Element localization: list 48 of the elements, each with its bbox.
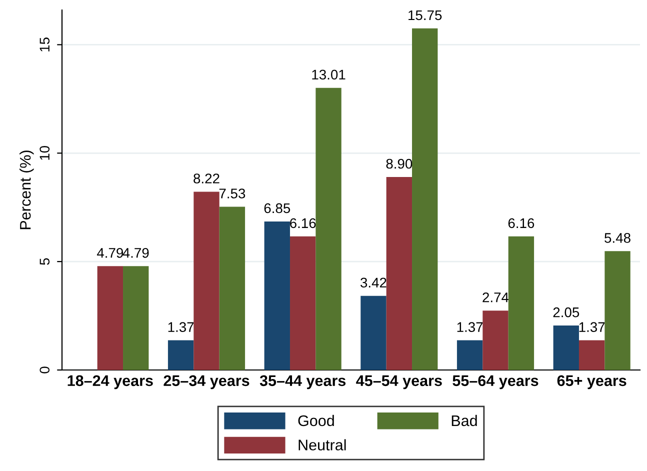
bar xyxy=(290,236,316,370)
bar xyxy=(508,236,534,370)
data-label: 3.42 xyxy=(360,278,386,288)
data-label: 15.75 xyxy=(408,10,442,20)
data-label: 2.05 xyxy=(553,307,580,318)
data-label: 8.22 xyxy=(194,174,220,184)
x-tick-label: 18–24 years xyxy=(68,375,153,390)
data-label: 1.37 xyxy=(168,322,194,332)
y-tick-label: 5 xyxy=(40,258,50,265)
bar xyxy=(168,340,194,370)
data-label: 7.53 xyxy=(219,188,246,198)
data-label: 4.79 xyxy=(96,248,124,258)
x-tick-label: 65+ years xyxy=(557,375,626,390)
y-axis-title: Percent (%) xyxy=(20,150,34,230)
legend-label: Neutral xyxy=(298,439,346,450)
data-label: 6.16 xyxy=(290,218,316,228)
bar xyxy=(97,266,124,370)
data-label: 5.48 xyxy=(604,233,630,243)
bar xyxy=(456,340,483,370)
x-tick-label: 25–34 years xyxy=(164,375,250,390)
data-label: 13.01 xyxy=(312,70,346,80)
bar xyxy=(360,296,386,370)
data-label: 6.16 xyxy=(508,218,534,228)
bar xyxy=(316,88,342,370)
legend-label: Bad xyxy=(452,414,477,426)
x-tick-label: 55–64 years xyxy=(452,375,538,390)
data-label: 8.90 xyxy=(386,158,412,169)
data-label: 6.85 xyxy=(264,203,290,214)
bar xyxy=(123,266,149,370)
bar xyxy=(219,206,246,370)
bar xyxy=(578,340,605,370)
y-tick-label: 10 xyxy=(40,146,50,160)
y-tick-label: 0 xyxy=(40,366,50,374)
legend-label: Good xyxy=(298,414,334,426)
data-label: 1.37 xyxy=(579,322,605,332)
bar xyxy=(604,251,630,370)
bar xyxy=(194,192,220,370)
y-tick-label: 15 xyxy=(40,38,50,52)
bar xyxy=(412,28,438,370)
x-tick-label: 45–54 years xyxy=(356,375,442,390)
bar xyxy=(482,310,508,370)
data-label: 4.79 xyxy=(122,248,149,258)
data-label: 2.74 xyxy=(482,292,509,302)
bar xyxy=(553,326,579,370)
bar xyxy=(386,176,412,370)
bar xyxy=(264,221,290,370)
x-tick-label: 35–44 years xyxy=(260,375,346,390)
data-label: 1.37 xyxy=(457,322,483,332)
